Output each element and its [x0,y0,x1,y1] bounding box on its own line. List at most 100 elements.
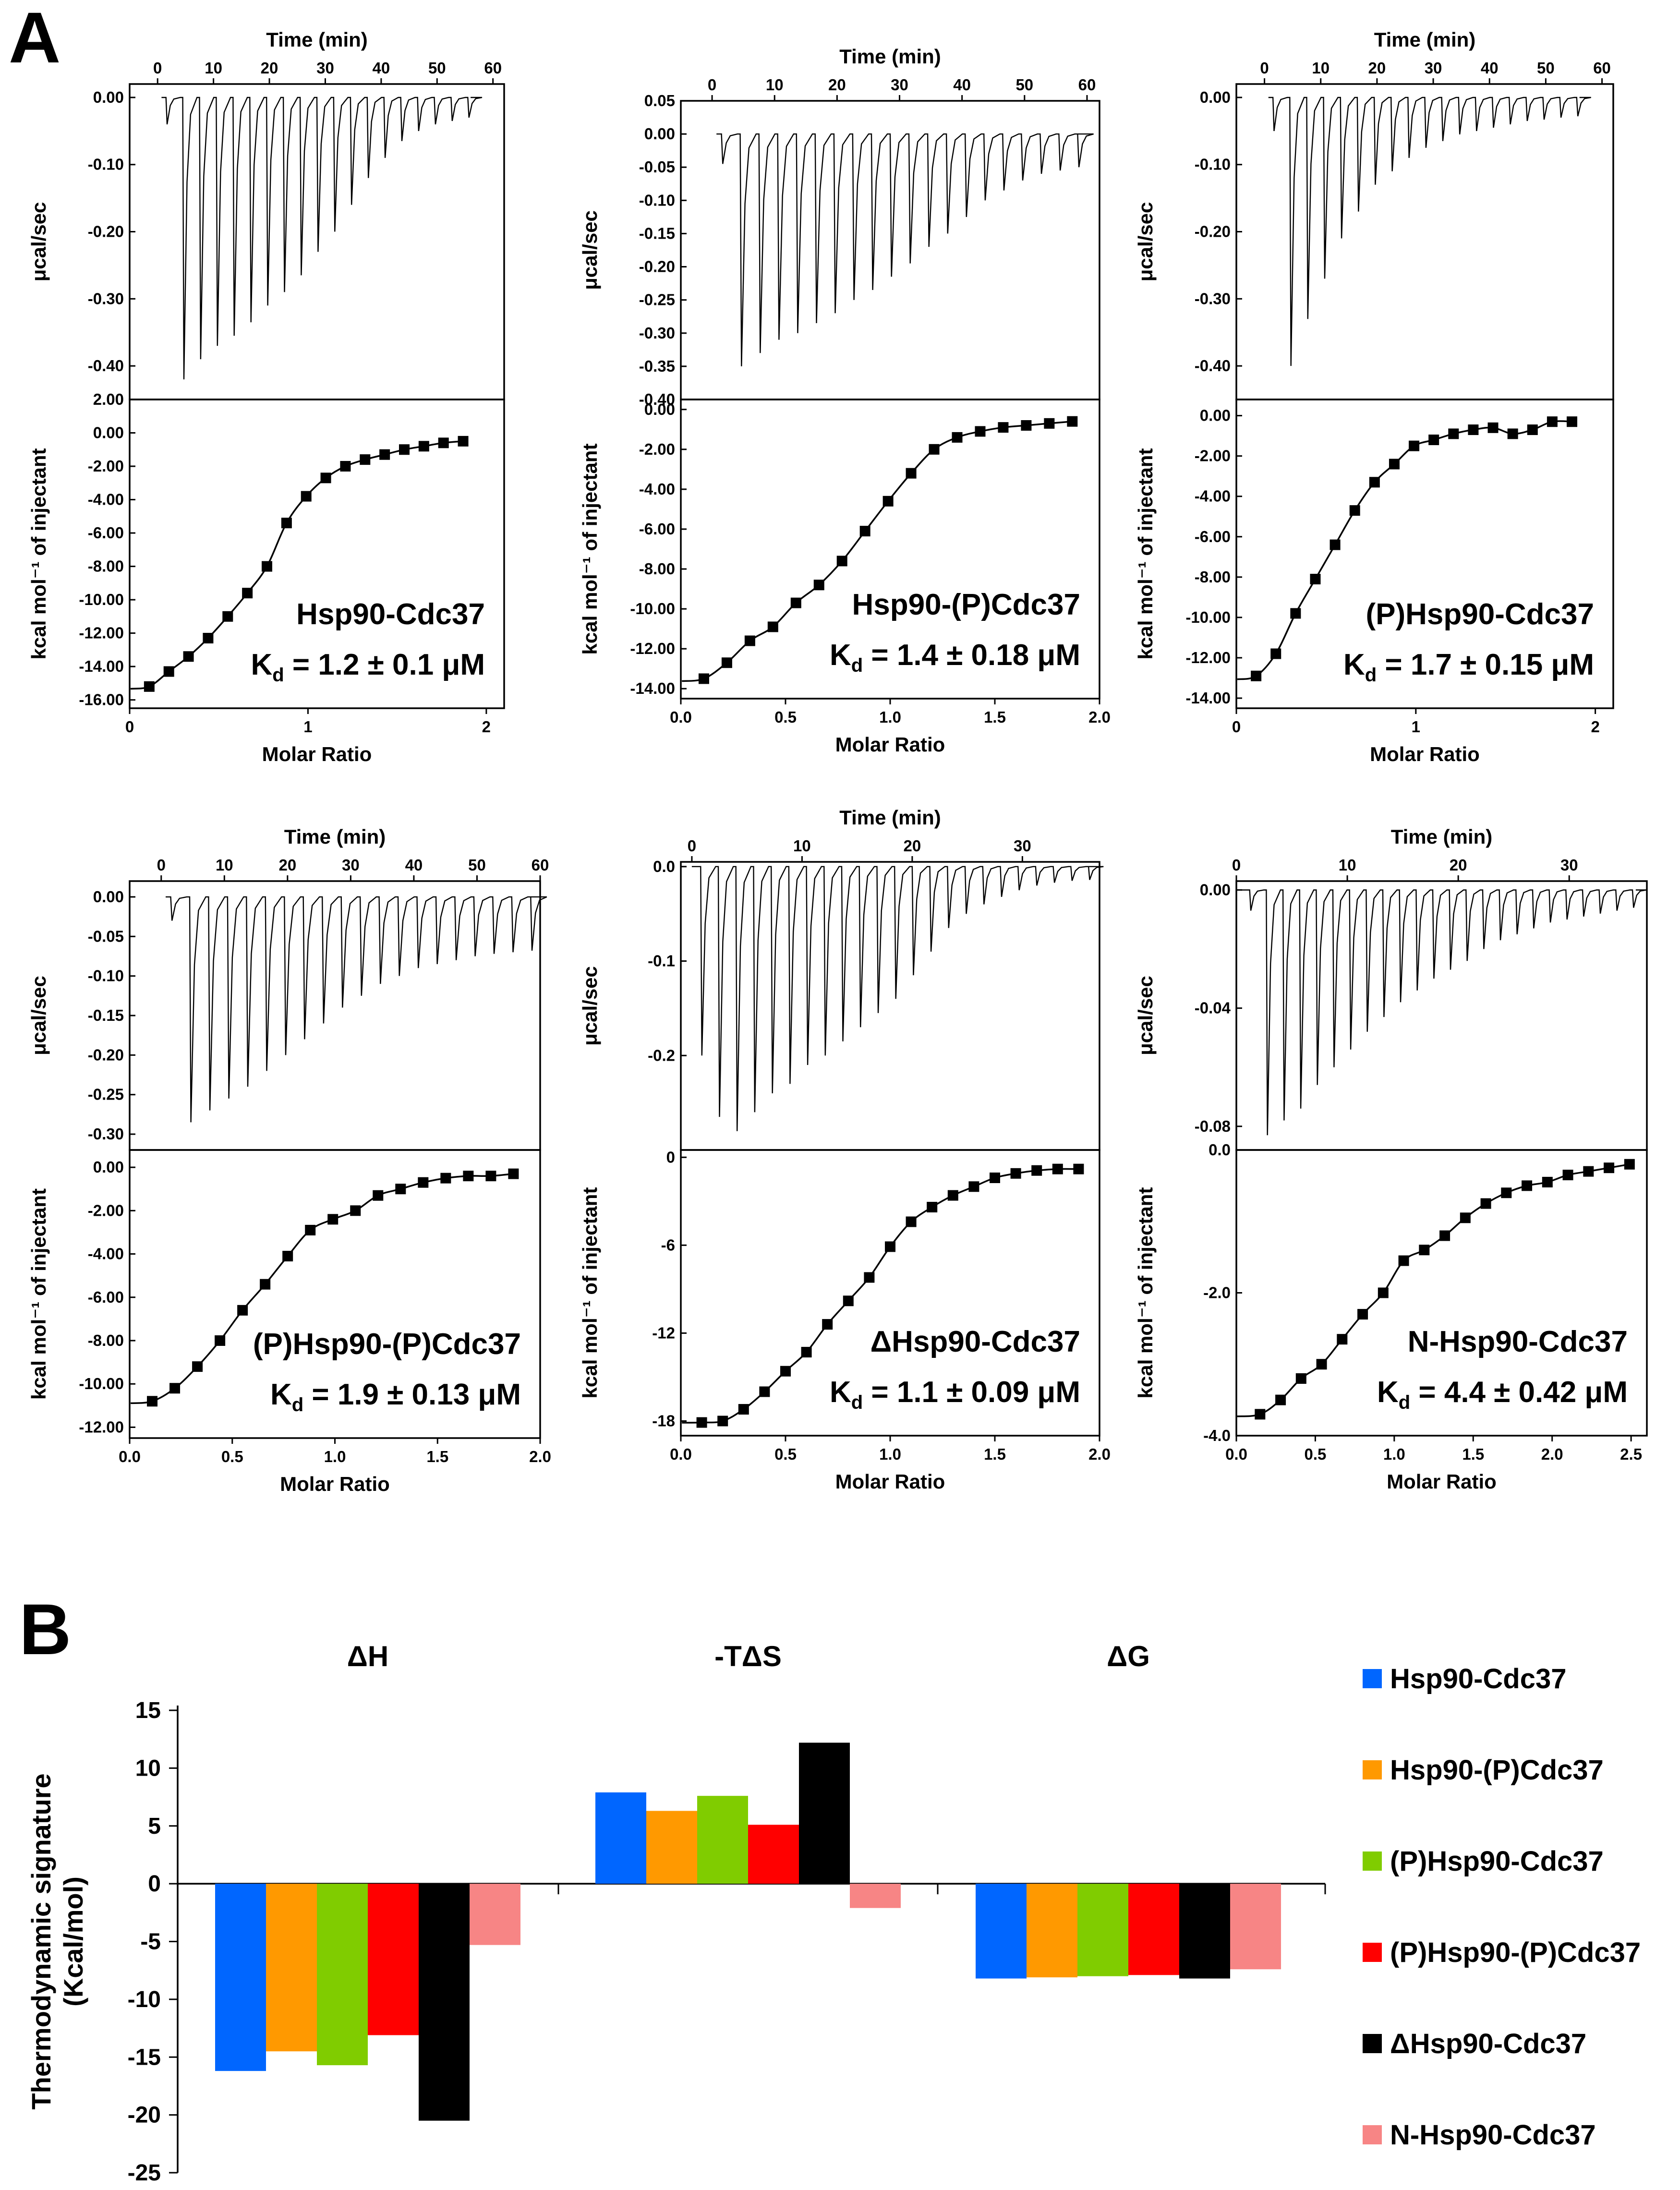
raw-x-axis-title: Time (min) [1391,825,1493,848]
raw-x-tick-label: 0 [708,76,716,94]
raw-x-tick-label: 10 [1339,856,1356,874]
itc-data-point [1044,418,1055,429]
itc-x-tick-label: 0.5 [774,1445,797,1463]
legend-label: (P)Hsp90-(P)Cdc37 [1390,1937,1641,1968]
itc-data-point [859,526,870,537]
itc-data-point [418,1177,429,1188]
itc-data-point [379,449,390,460]
itc-data-point [1251,670,1262,681]
itc-x-tick-label: 1.5 [984,1445,1006,1463]
bar-y-tick-label: 0 [148,1871,161,1897]
raw-y-tick-label: -0.10 [88,967,124,985]
raw-y-tick-label: -0.40 [1195,357,1231,375]
raw-x-tick-label: 30 [891,76,908,94]
itc-data-point [1270,648,1281,659]
raw-x-tick-label: 20 [261,59,278,77]
raw-x-tick-label: 20 [904,837,921,855]
complex-name-label: Hsp90-Cdc37 [296,598,485,631]
itc-x-tick-label: 2.0 [1088,708,1111,726]
itc-data-point [1439,1230,1450,1241]
itc-x-tick-label: 0.0 [670,1445,692,1463]
raw-y-tick-label: -0.04 [1195,999,1231,1017]
panel-a-label: A [9,0,60,78]
itc-frame [1235,399,1614,709]
itc-data-point [990,1172,1000,1183]
itc-data-point [1542,1176,1553,1187]
raw-x-tick-label: 60 [1593,59,1611,77]
itc-x-axis-title: Molar Ratio [1387,1470,1497,1493]
bar-4-2 [1179,1884,1230,1979]
itc-data-point [952,432,963,443]
itc-data-point [463,1171,474,1182]
raw-y-tick-label: -0.25 [88,1086,124,1103]
itc-x-tick-label: 0.0 [670,708,692,726]
itc-x-axis-title: Molar Ratio [835,733,945,756]
itc-data-point [1624,1159,1635,1170]
complex-name-label: Hsp90-(P)Cdc37 [852,588,1080,621]
itc-data-point [696,1417,707,1428]
itc-y-axis-title: kcal mol⁻¹ of injectant [27,448,50,660]
raw-y-tick-label: -0.30 [88,1125,124,1143]
raw-x-tick-label: 20 [1368,59,1386,77]
raw-y-axis-title: μcal/sec [1134,976,1157,1055]
raw-y-tick-label: 0.05 [644,92,675,109]
itc-data-point [1448,428,1459,439]
kd-value: = 1.1 ± 0.09 μM [863,1376,1080,1409]
raw-frame [680,861,1100,1151]
itc-x-tick-label: 1.5 [984,708,1006,726]
raw-x-tick-label: 30 [342,856,360,874]
kd-value: = 1.2 ± 0.1 μM [284,648,485,681]
raw-y-tick-label: -0.10 [1195,156,1231,173]
raw-x-axis-title: Time (min) [284,825,386,848]
itc-data-point [281,518,292,529]
raw-y-tick-label: -0.10 [639,191,675,209]
legend-swatch [1363,1851,1382,1871]
itc-y-tick-label: 0.00 [1200,407,1231,424]
bar-0-1 [595,1792,646,1884]
itc-data-point [882,496,894,507]
itc-data-point [813,580,824,591]
itc-x-tick-label: 0 [1232,718,1241,736]
bar-1-0 [266,1884,317,2052]
kd-subscript: d [272,665,284,686]
kd-prefix: K [830,1376,851,1409]
bar-2-1 [697,1796,748,1884]
raw-x-axis-title: Time (min) [839,45,941,68]
raw-y-tick-label: 0.00 [1200,881,1231,898]
itc-data-point [1021,420,1032,431]
itc-data-point [320,472,331,484]
itc-y-tick-label: -4.00 [639,480,675,498]
raw-thermogram-trace [1268,97,1591,366]
itc-data-point [438,437,449,448]
itc-x-tick-label: 2 [482,718,491,736]
itc-x-tick-label: 0.5 [1304,1445,1326,1463]
raw-y-tick-label: -0.05 [88,927,124,945]
kd-subscript: d [1399,1392,1410,1413]
bar-y-tick-label: -15 [128,2045,161,2070]
itc-y-tick-label: -2.0 [1203,1284,1231,1302]
kd-label: Kd = 4.4 ± 0.42 μM [1377,1376,1628,1413]
itc-panel-5: 0 10 20 30 Time (min) 0.0 -0.1 -0.2 μcal/sec 0.0 0… [579,806,1111,1493]
raw-x-tick-label: 20 [828,76,846,94]
itc-data-point [998,422,1009,433]
raw-x-tick-label: 0 [688,837,696,855]
itc-x-tick-label: 2.0 [1541,1445,1563,1463]
raw-frame [1235,880,1648,1151]
itc-y-tick-label: -10.00 [79,1375,124,1392]
itc-data-point [1409,440,1420,451]
itc-x-tick-label: 1.0 [879,1445,901,1463]
raw-y-tick-label: -0.40 [639,390,675,408]
raw-y-tick-label: 0.00 [93,88,124,106]
itc-data-point [759,1386,770,1397]
kd-label: Kd = 1.4 ± 0.18 μM [830,639,1080,676]
bar-5-0 [470,1884,520,1945]
kd-prefix: K [270,1378,292,1411]
kd-value: = 1.9 ± 0.13 μM [303,1378,521,1411]
itc-data-point [260,1279,271,1290]
itc-x-tick-label: 2.5 [1620,1445,1642,1463]
bar-y-axis-title: Thermodynamic signature [26,1773,56,2109]
raw-x-tick-label: 60 [1078,76,1096,94]
kd-label: Kd = 1.9 ± 0.13 μM [270,1378,521,1416]
itc-data-point [801,1347,812,1358]
